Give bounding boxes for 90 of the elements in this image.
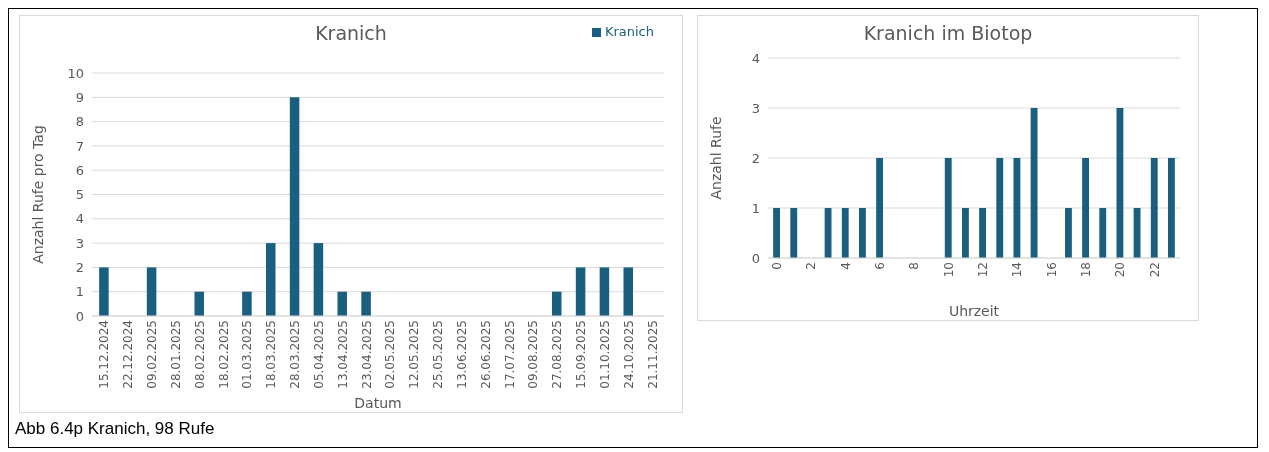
y-axis-title: Anzahl Rufe: [707, 116, 724, 200]
bar: [575, 267, 586, 316]
x-axis-title: Uhrzeit: [948, 303, 1000, 319]
x-tick-label: 12.05.2025: [407, 320, 422, 389]
bar: [790, 208, 798, 258]
bar: [1013, 158, 1021, 258]
x-tick-label: 26.06.2025: [478, 320, 493, 389]
bar: [361, 291, 371, 316]
x-tick-label: 13.06.2025: [454, 320, 469, 389]
x-tick-label: 28.03.2025: [288, 320, 303, 389]
bar: [551, 291, 562, 316]
bar: [146, 267, 157, 316]
bar: [1082, 158, 1090, 258]
bar: [944, 158, 952, 258]
bar: [599, 267, 610, 316]
y-tick-label: 4: [75, 211, 84, 227]
bar: [289, 97, 300, 316]
x-tick-label: 13.04.2025: [335, 320, 350, 389]
x-tick-label: 10: [941, 262, 956, 278]
x-tick-label: 20: [1113, 262, 1128, 278]
bar: [858, 208, 866, 258]
bar: [194, 291, 205, 316]
x-tick-label: 8: [907, 262, 922, 270]
x-tick-label: 22.12.2024: [121, 320, 136, 389]
x-tick-label: 0: [770, 262, 785, 270]
bar: [337, 291, 348, 316]
bar: [265, 243, 276, 316]
x-tick-label: 23.04.2025: [359, 320, 374, 389]
x-tick-label: 09.08.2025: [526, 320, 541, 389]
bar: [1167, 158, 1175, 258]
x-tick-label: 2: [804, 262, 819, 270]
caption: Abb 6.4p Kranich, 98 Rufe: [15, 419, 215, 439]
x-tick-label: 01.10.2025: [597, 320, 612, 389]
x-tick-label: 18: [1079, 262, 1094, 278]
x-tick-label: 01.03.2025: [240, 320, 255, 389]
bar: [99, 267, 109, 316]
x-tick-label: 14: [1010, 262, 1025, 278]
bar: [1116, 108, 1124, 258]
bar: [961, 208, 969, 258]
x-tick-label: 27.08.2025: [550, 320, 565, 389]
y-tick-label: 3: [751, 100, 760, 116]
x-tick-label: 28.01.2025: [168, 320, 183, 389]
y-tick-label: 8: [75, 114, 84, 130]
y-tick-label: 10: [67, 65, 84, 81]
bar: [824, 208, 832, 258]
x-tick-label: 4: [838, 262, 853, 270]
bar: [242, 291, 252, 316]
y-axis-title: Anzahl Rufe pro Tag: [29, 125, 46, 264]
x-tick-label: 05.04.2025: [311, 320, 326, 389]
y-tick-label: 3: [75, 235, 84, 251]
x-tick-label: 25.05.2025: [431, 320, 446, 389]
bar: [623, 267, 634, 316]
y-tick-label: 9: [75, 89, 84, 105]
x-tick-label: 18.02.2025: [216, 320, 231, 389]
chart-title: Kranich im Biotop: [862, 22, 1034, 46]
x-tick-label: 24.10.2025: [621, 320, 636, 389]
x-tick-label: 12: [976, 262, 991, 278]
x-tick-label: 09.02.2025: [145, 320, 160, 389]
y-tick-label: 2: [751, 150, 760, 166]
x-tick-label: 17.07.2025: [502, 320, 517, 389]
y-tick-label: 7: [75, 138, 84, 154]
x-tick-label: 21.11.2025: [645, 320, 660, 389]
x-tick-label: 02.05.2025: [383, 320, 398, 389]
x-axis-title: Datum: [354, 395, 402, 411]
y-tick-label: 1: [75, 284, 84, 300]
bar: [1030, 108, 1038, 258]
y-tick-label: 0: [75, 308, 84, 324]
chart-title: Kranich: [315, 22, 387, 44]
x-tick-label: 08.02.2025: [192, 320, 207, 389]
x-tick-label: 6: [873, 262, 888, 270]
bar: [996, 158, 1004, 258]
bar: [841, 208, 849, 258]
x-tick-label: 15.09.2025: [574, 320, 589, 389]
bar: [773, 208, 781, 258]
bar: [876, 158, 884, 258]
y-tick-label: 5: [75, 187, 84, 203]
bar: [1064, 208, 1072, 258]
y-tick-label: 1: [751, 200, 760, 216]
x-tick-label: 16: [1044, 262, 1059, 278]
bar: [979, 208, 987, 258]
bar: [1099, 208, 1107, 258]
y-tick-label: 6: [75, 162, 84, 178]
y-tick-label: 4: [751, 50, 760, 66]
bar: [1133, 208, 1141, 258]
legend-label: Kranich: [604, 24, 654, 39]
x-tick-label: 18.03.2025: [264, 320, 279, 389]
x-tick-label: 22: [1147, 262, 1162, 278]
bar: [313, 243, 324, 316]
bar: [1150, 158, 1158, 258]
x-tick-label: 15.12.2024: [97, 320, 112, 389]
